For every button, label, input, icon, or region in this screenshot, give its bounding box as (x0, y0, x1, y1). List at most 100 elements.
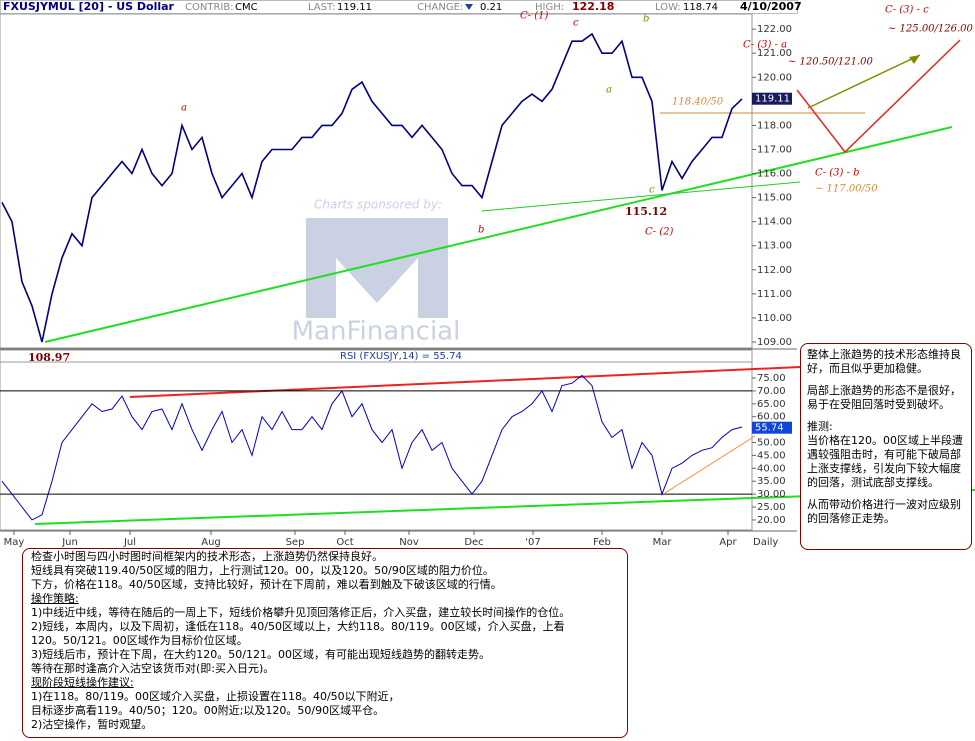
y-tick-label: 114.00 (757, 217, 792, 228)
annotation: C- (2) (645, 227, 673, 238)
text-line: 整体上涨趋势的技术形态维持良好，而且似乎更加稳健。 (807, 348, 961, 375)
field-value: CMC (235, 2, 258, 13)
y-tick-label: 115.00 (757, 193, 792, 204)
y-tick-label: 45.00 (757, 450, 786, 461)
last-value: 55.74 (755, 423, 784, 434)
text-line: 目标逐步高看119。40/50；120。00附近;以及120。50/90区域平仓… (31, 704, 385, 717)
side-note: 整体上涨趋势的技术形态维持良好，而且似乎更加稳健。 局部上涨趋势的形态不是很好，易… (800, 343, 972, 550)
annotation: c (649, 185, 655, 196)
y-tick-label: 75.00 (757, 373, 786, 384)
projection-line (807, 54, 921, 109)
annotation: c (573, 18, 579, 29)
text-line: 操作策略: (31, 592, 79, 605)
text-line: 检查小时图与四小时图时间框架内的技术形态，上涨趋势仍然保持良好。 (31, 550, 383, 563)
rsi-title: RSI (FXUSJY,14) = 55.74 (340, 351, 462, 362)
last-value-box (752, 421, 792, 434)
sponsor: Charts sponsored by: (314, 198, 442, 212)
text-line: 从而带动价格进行一波对应级别的回落修正走势。 (807, 498, 961, 525)
annotation: ~ 117.00/50 (815, 184, 878, 195)
change-arrow (465, 4, 473, 10)
text-line: 推测: (807, 420, 833, 433)
price-line (1, 32, 743, 343)
y-tick-label: 111.00 (757, 289, 792, 300)
trend-line (664, 435, 756, 494)
y-tick-label: 70.00 (757, 386, 786, 397)
y-tick-label: 60.00 (757, 412, 786, 423)
last-value: 119.11 (755, 94, 790, 105)
y-tick-label: 20.00 (757, 515, 786, 526)
text-line: 1)在118。80/119。00区域介入买盘，止损设置在118。40/50以下附… (31, 690, 400, 703)
annotation: a (181, 103, 187, 114)
annotation: C- (3) - a (743, 40, 787, 51)
text-line: 120。50/121。00区域作为目标价位区域。 (31, 634, 248, 647)
x-tick-label: Jun (61, 537, 78, 548)
x-tick-label: Jul (123, 537, 136, 548)
field-value: 122.18 (572, 0, 614, 13)
text-line: 1)中线近中线，等待在随后的一周上下，短线价格攀升见顶回落修正后，介入买盘，建立… (31, 606, 571, 619)
field-value: 118.74 (683, 2, 718, 13)
y-tick-label: 120.00 (757, 72, 792, 83)
field-label: CONTRIB: (185, 2, 234, 13)
text-line: 2)短线，本周内，以及下周初，逢低在118。40/50区域以上，大约118。80… (31, 620, 565, 633)
x-tick-label: Mar (653, 537, 673, 548)
x-tick-label: Nov (399, 537, 419, 548)
x-tick-label: Oct (336, 537, 353, 548)
annotation: C- (3) - b (815, 168, 860, 179)
y-tick-label: 121.00 (757, 48, 792, 59)
annotation: b (643, 14, 649, 25)
text-line: 当价格在120。00区域上半段遭遇较强阻击时，有可能下破局部上涨支撑线，引发向下… (807, 434, 963, 489)
trend-line (44, 126, 953, 343)
y-tick-label: 110.00 (757, 313, 792, 324)
arrow-head (909, 55, 920, 64)
commentary: 检查小时图与四小时图时间框架内的技术形态，上涨趋势仍然保持良好。 短线具有突破11… (22, 548, 628, 738)
rsi-line (1, 374, 743, 521)
y-tick-label: 122.00 (757, 24, 792, 35)
x-tick-label: Sep (286, 537, 305, 548)
annotation: C- (1) (520, 11, 548, 22)
annotation: 115.12 (625, 205, 667, 218)
annotation: ~ 125.00/126.00 (888, 24, 974, 35)
date: 4/10/2007 (740, 0, 802, 13)
y-tick-label: 65.00 (757, 399, 786, 410)
text-line: 等待在那时逢高介入沽空该货币对(即:买入日元)。 (31, 662, 275, 675)
annotation: C- (3) - c (885, 5, 929, 16)
y-tick-label: 113.00 (757, 241, 792, 252)
text-line: 3)短线后市，预计在下周，在大约120。50/121。00区域，有可能出现短线趋… (31, 648, 490, 661)
y-tick-label: 117.00 (757, 144, 792, 155)
text-line: 下方，价格在118。40/50区域，支持比较好，预计在下周前，难以看到触及下破该… (31, 578, 502, 591)
field-label: HIGH: (535, 2, 564, 13)
trend-line (129, 366, 801, 398)
y-tick-label: 116.00 (757, 169, 792, 180)
x-tick-label: May (4, 537, 25, 548)
x-tick-label: '07 (525, 537, 540, 548)
text-line: 短线具有突破119.40/50区域的阻力，上行测试120。00，以及120。50… (31, 564, 494, 577)
period-label: Daily (753, 537, 778, 548)
last-value-box (752, 92, 792, 105)
y-tick-label: 30.00 (757, 489, 786, 500)
rsi-panel (0, 361, 753, 531)
text-line: 2)沽空操作，暂时观望。 (31, 718, 153, 731)
projection-line (796, 39, 961, 154)
annotation: a (606, 85, 612, 96)
field-label: LAST: (308, 2, 335, 13)
field-value: 0.21 (480, 2, 502, 13)
field-label: LOW: (655, 2, 681, 13)
trend-line (481, 181, 801, 212)
annotation: b (478, 225, 484, 236)
y-tick-label: 40.00 (757, 463, 786, 474)
symbol: FXUSJYMUL [20] - US Dollar (3, 0, 175, 13)
annotation: 108.97 (28, 351, 70, 364)
x-tick-label: Apr (719, 537, 737, 548)
sponsor-name: ManFinancial (292, 317, 461, 347)
x-tick-label: Feb (593, 537, 611, 548)
x-tick-label: Dec (464, 537, 483, 548)
y-tick-label: 109.00 (757, 337, 792, 348)
field-value: 119.11 (337, 2, 372, 13)
annotation: 118.40/50 (672, 97, 724, 108)
watermark-logo (306, 218, 448, 318)
y-tick-label: 35.00 (757, 476, 786, 487)
y-tick-label: 50.00 (757, 438, 786, 449)
text-line: 现阶段短线操作建议: (31, 676, 134, 689)
